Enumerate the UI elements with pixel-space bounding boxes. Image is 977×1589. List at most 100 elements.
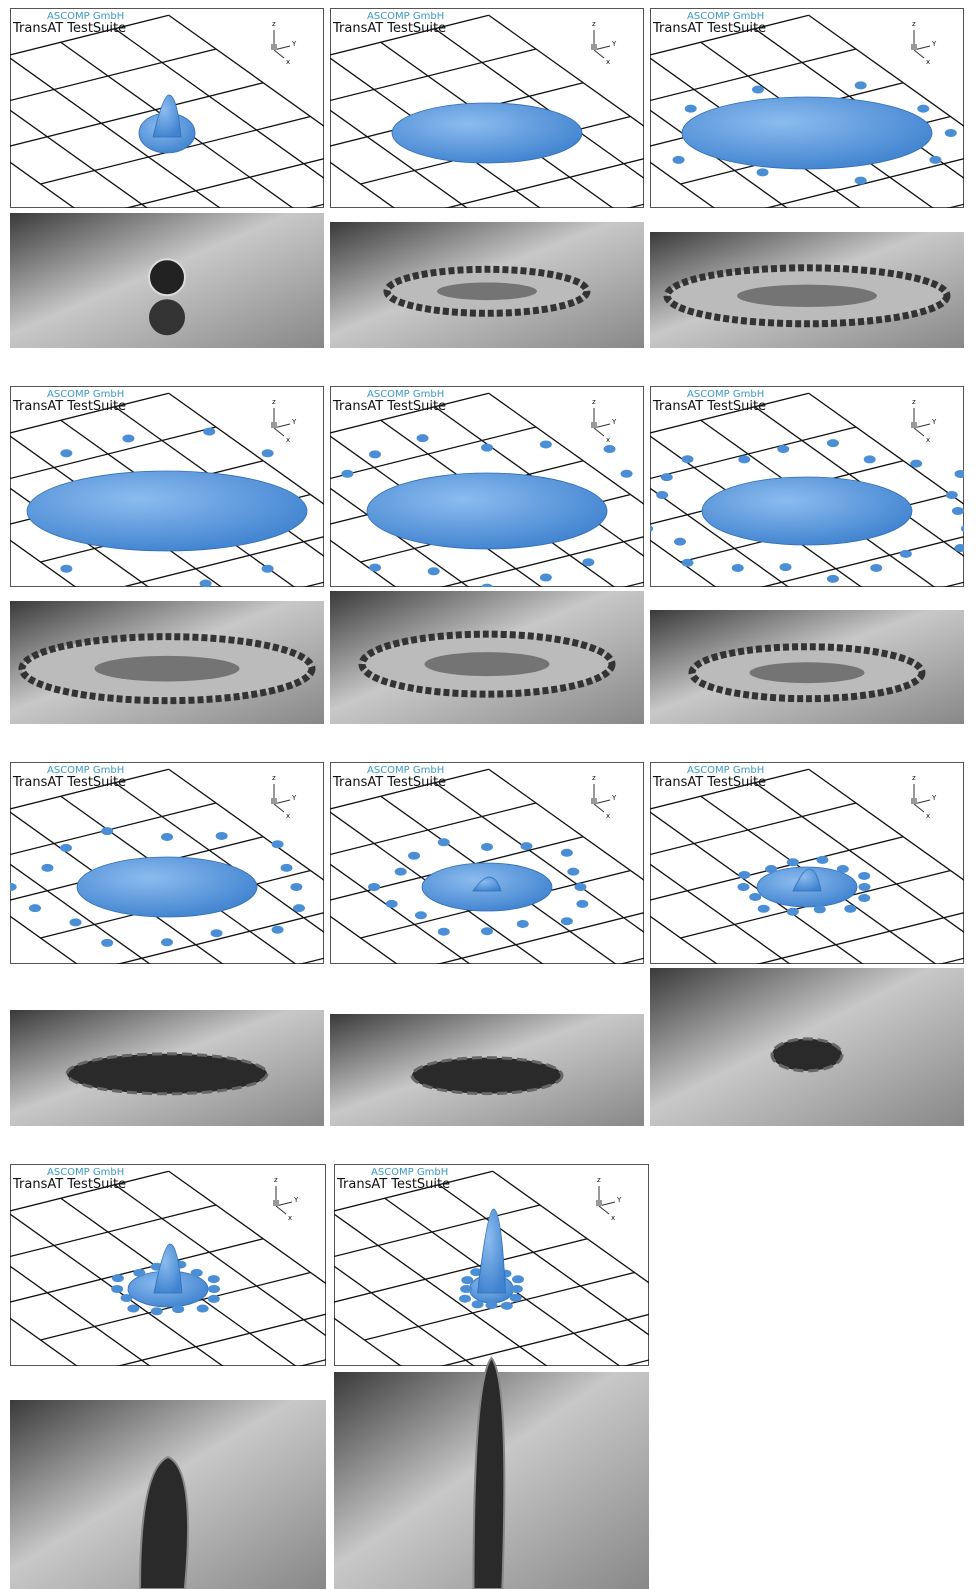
droplet [461,1276,473,1284]
droplet [752,86,764,94]
axis-label: x [611,1214,615,1222]
droplet [161,938,173,946]
droplet [341,470,353,478]
droplet [510,1294,522,1302]
axis-cube [591,798,597,804]
droplet [203,428,215,436]
droplet [369,564,381,572]
axis-label: x [286,58,290,66]
droplet [60,844,72,852]
droplet [576,900,588,908]
droplet [191,1269,203,1277]
droplet [133,1269,145,1277]
axis-label: x [926,58,930,66]
droplet [60,449,72,457]
axis-label: x [606,812,610,820]
axis-cube [596,1200,602,1206]
droplet [0,554,3,562]
axis-label: x [606,436,610,444]
droplet [917,105,929,113]
axis-cube [911,422,917,428]
droplet [149,259,185,295]
liquid-film [77,857,257,917]
droplet [859,883,871,891]
panel-title: TransAT TestSuite [332,399,446,414]
droplet [208,1295,220,1303]
splash-body [412,1058,562,1094]
droplet [211,929,223,937]
splash-body [67,1054,267,1094]
droplet [161,833,173,841]
splash-center [750,662,865,683]
axis-label: x [288,1214,292,1222]
axis-label: x [286,812,290,820]
droplet [540,440,552,448]
droplet [910,460,922,468]
splash-center [425,652,550,676]
photo [330,1014,644,1126]
axis-label: z [592,398,596,406]
panel-title: TransAT TestSuite [332,775,446,790]
photo [10,1010,324,1126]
photo [650,610,964,724]
droplet [816,856,828,864]
droplet [682,559,694,567]
panel-title: TransAT TestSuite [12,21,126,36]
droplet [757,168,769,176]
droplet [281,864,293,872]
panel-title: TransAT TestSuite [652,21,766,36]
droplet [674,538,686,546]
droplet [272,840,284,848]
axis-label: Y [931,418,937,426]
droplet [119,586,131,594]
liquid-film [367,473,607,549]
droplet [408,852,420,860]
axis-label: z [912,774,916,782]
droplet [272,926,284,934]
splash-center [95,656,240,682]
droplet [511,1285,523,1293]
axis-cube [273,1200,279,1206]
droplet [952,507,964,515]
panel-title: TransAT TestSuite [336,1177,450,1192]
axis-cube [591,422,597,428]
droplet [428,567,440,575]
liquid-film [27,471,307,551]
droplet [685,105,697,113]
splash-body [772,1039,842,1071]
axis-label: x [286,436,290,444]
droplet [293,904,305,912]
droplet [481,444,493,452]
axis-label: z [912,20,916,28]
photo [330,591,644,724]
droplet [864,455,876,463]
axis-label: Y [616,1196,622,1204]
droplet [369,450,381,458]
droplet [561,849,573,857]
droplet [415,911,427,919]
droplet [946,491,958,499]
droplet [460,1285,472,1293]
axis-label: Y [291,794,297,802]
droplet [738,883,750,891]
axis-label: z [272,774,276,782]
axis-label: Y [293,1196,299,1204]
droplet [517,920,529,928]
droplet [732,564,744,572]
droplet [844,905,856,913]
axis-label: Y [931,40,937,48]
axis-label: Y [931,794,937,802]
droplet [738,455,750,463]
droplet [481,843,493,851]
droplet [101,939,113,947]
droplet [208,1275,220,1283]
photo [10,213,324,348]
droplet [512,1275,524,1283]
photo [650,232,964,348]
axis-label: x [606,58,610,66]
droplet [481,927,493,935]
droplet [520,842,532,850]
droplet [395,868,407,876]
photo [10,601,324,724]
axis-cube [911,44,917,50]
